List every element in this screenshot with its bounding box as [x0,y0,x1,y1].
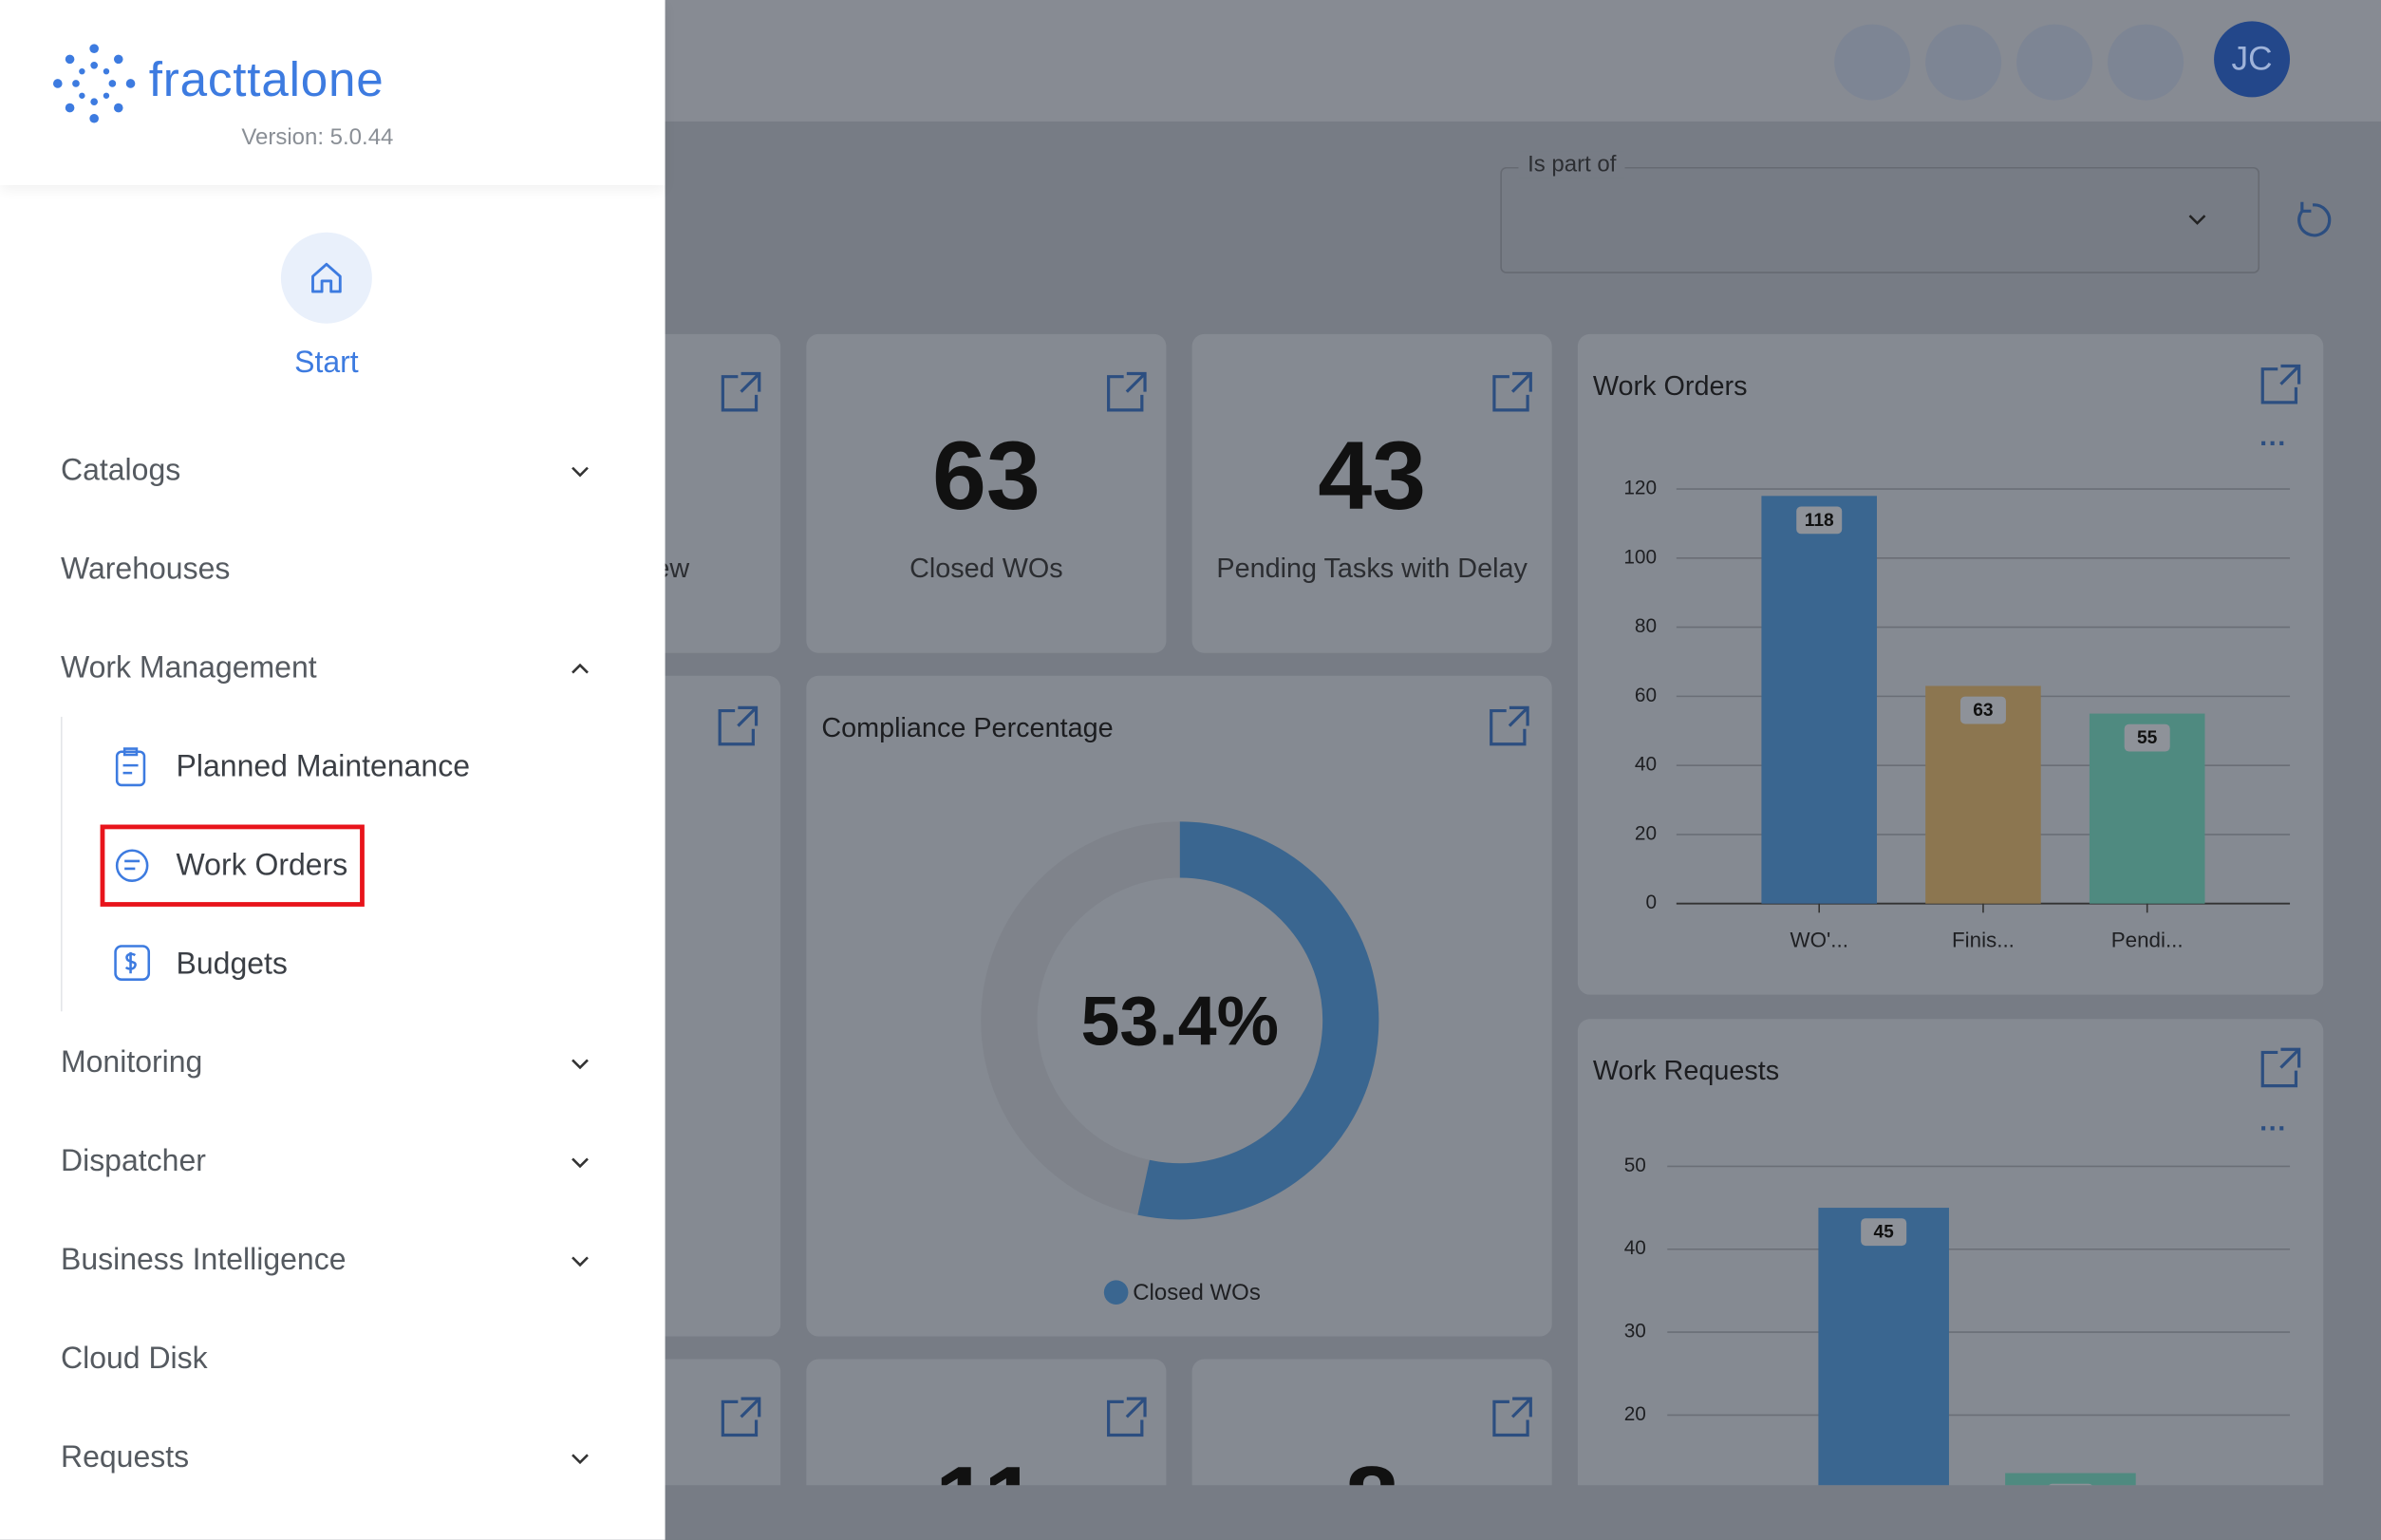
x-tick-label: WO'... [1790,929,1847,952]
bar [1761,496,1877,904]
menu-item[interactable]: Requests [60,1440,190,1475]
value-label-box [2049,1483,2092,1486]
y-tick-label: 30 [1624,1321,1646,1343]
menu-dots[interactable]: ··· [2259,428,2287,460]
docs-button[interactable] [2108,24,2184,101]
y-tick-label: 40 [1635,754,1657,776]
donut-segment [1137,821,1379,1220]
menu-item[interactable]: Monitoring [60,1046,203,1080]
submenu-item[interactable]: Budgets [176,948,288,982]
bar [1818,1208,1949,1486]
bar-chart: 20 30 40 50 45 13 [1624,1155,2291,1508]
logo-text: fracttalone [148,51,384,106]
x-tick-label: Finis... [1952,929,2015,952]
menu-item[interactable]: Work Management [60,651,317,685]
legend-swatch [1103,1280,1129,1305]
home-icon [311,262,342,293]
menu-item[interactable]: Business Intelligence [60,1243,347,1278]
menu-dots[interactable]: ··· [2259,1113,2287,1144]
value-label: 118 [1805,511,1834,531]
filter-select[interactable] [1500,166,2260,273]
work-requests-card: Work Requests ··· [1577,1019,2324,1486]
compliance-card: Compliance Percentage [806,675,1552,1337]
kpi-card: 43 Pending Tasks with Delay [1191,333,1552,653]
kpi-card: 63 Closed WOs [806,333,1167,653]
notifications-button[interactable] [1834,24,1911,101]
start-button[interactable] [280,232,372,324]
y-tick-label: 50 [1624,1155,1646,1176]
menu-item[interactable]: Warehouses [60,553,231,587]
kpi-value: 63 [931,421,1041,531]
value-label: 45 [1874,1223,1895,1243]
chevrons [572,466,589,1465]
highlight-box[interactable] [100,824,365,907]
kpi-value: 8 [1192,1444,1552,1486]
value-label-box [1959,696,2006,724]
value-label-box [1796,506,1843,535]
refresh-button[interactable] [2290,197,2335,243]
chat-button[interactable] [1925,24,2002,101]
y-tick-label: 20 [1635,822,1657,844]
y-tick-label: 40 [1624,1237,1646,1259]
menu-item[interactable]: Dispatcher [60,1145,206,1179]
y-tick-label: 60 [1635,685,1657,706]
kpi-card: 11 [806,1359,1167,1486]
y-tick-label: 80 [1635,615,1657,637]
value-label-box [1861,1218,1907,1247]
value-label: 55 [2137,728,2158,748]
chart-title: Work Requests [1592,1055,1780,1086]
donut-center-label: 53.4% [1081,982,1280,1061]
logo-icon [52,44,136,123]
filter-label: Is part of [1518,151,1626,178]
value-label: 13 [2060,1488,2080,1508]
menu-item[interactable]: Catalogs [60,454,181,488]
y-tick-label: 20 [1624,1403,1646,1425]
bar-chart: 0 20 40 60 80 100 120 118 WO'... 63 Finis... 55 Pend… [1623,478,2291,952]
submenu-item[interactable]: Planned Maintenance [176,750,471,784]
y-tick-label: 120 [1623,478,1657,499]
chart-title: Work Orders [1592,370,1748,402]
kpi-label: Closed WOs [909,553,1063,584]
legend-label: Closed WOs [1133,1280,1261,1305]
kpi-card: 8 [1191,1359,1552,1486]
launch-button[interactable] [2016,24,2093,101]
sidebar: fracttalone Version: 5.0.44 Start Catalo… [0,0,666,1540]
start-label[interactable]: Start [294,346,359,380]
version: Version: 5.0.44 [241,124,394,151]
menu-item[interactable]: Cloud Disk [60,1342,208,1377]
value-label-box [2124,723,2170,752]
avatar[interactable]: JC [2214,21,2291,98]
y-tick-label: 0 [1645,892,1657,913]
submenu-icons [114,747,151,981]
submenu-line [60,716,63,1012]
x-tick-label: Pendi... [2111,929,2184,952]
kpi-value: 11 [806,1444,1166,1486]
submenu-item[interactable]: Work Orders [176,849,348,883]
bar [2005,1473,2136,1486]
kpi-value: 43 [1318,421,1427,531]
value-label: 63 [1973,701,1993,721]
kpi-label: Pending Tasks with Delay [1216,553,1528,584]
chart-title: Compliance Percentage [821,712,1114,743]
filter-chevron [2188,215,2206,225]
y-tick-label: 100 [1623,546,1657,568]
